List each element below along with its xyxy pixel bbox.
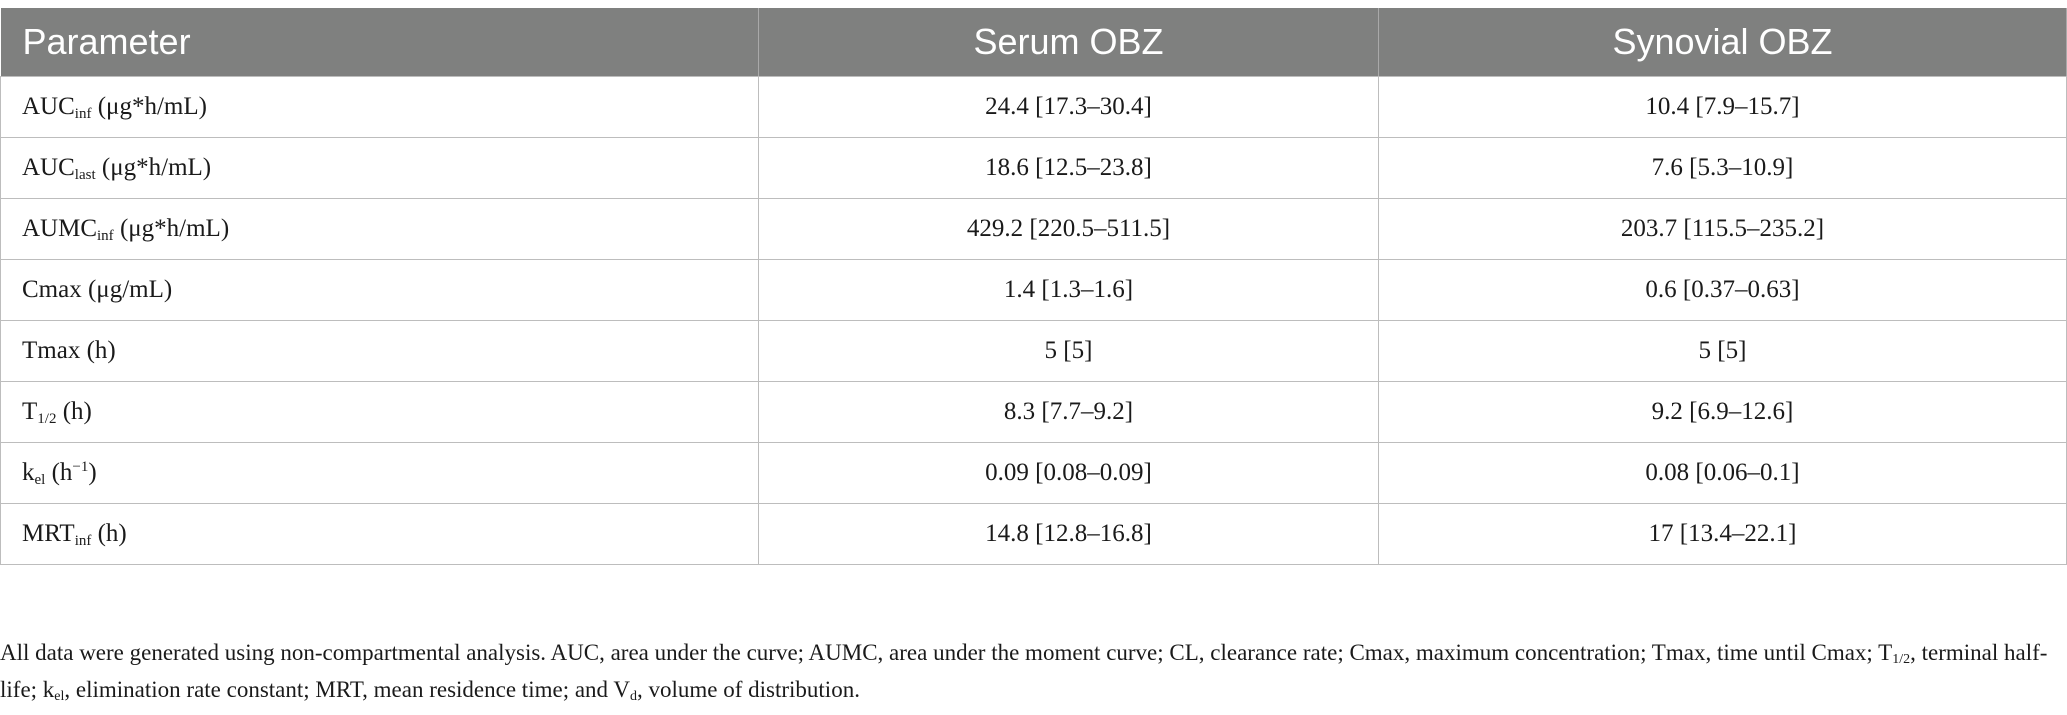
table-footnote: All data were generated using non-compar… <box>0 640 2048 704</box>
synovial-value-cell: 203.7 [115.5–235.2] <box>1378 198 2067 260</box>
table-header-row: Parameter Serum OBZ Synovial OBZ <box>0 8 2067 77</box>
synovial-value-cell: 10.4 [7.9–15.7] <box>1378 76 2067 138</box>
parameter-cell: T1/2 (h) <box>0 381 759 443</box>
serum-value-cell: 8.3 [7.7–9.2] <box>758 381 1379 443</box>
serum-value-cell: 24.4 [17.3–30.4] <box>758 76 1379 138</box>
parameter-cell: AUCinf (μg*h/mL) <box>0 76 759 138</box>
parameter-cell: MRTinf (h) <box>0 503 759 565</box>
serum-value-cell: 5 [5] <box>758 320 1379 382</box>
synovial-value-cell: 17 [13.4–22.1] <box>1378 503 2067 565</box>
serum-value-cell: 14.8 [12.8–16.8] <box>758 503 1379 565</box>
synovial-value-cell: 5 [5] <box>1378 320 2067 382</box>
table-row: T1/2 (h) 8.3 [7.7–9.2] 9.2 [6.9–12.6] <box>0 381 2067 443</box>
synovial-value-cell: 0.08 [0.06–0.1] <box>1378 442 2067 504</box>
serum-value-cell: 1.4 [1.3–1.6] <box>758 259 1379 321</box>
serum-value-cell: 0.09 [0.08–0.09] <box>758 442 1379 504</box>
header-serum-obz: Serum OBZ <box>758 8 1379 77</box>
table-row: AUMCinf (μg*h/mL) 429.2 [220.5–511.5] 203.… <box>0 198 2067 260</box>
table-row: kel (h−1) 0.09 [0.08–0.09] 0.08 [0.06–0.1] <box>0 442 2067 504</box>
table-row: MRTinf (h) 14.8 [12.8–16.8] 17 [13.4–22.1] <box>0 503 2067 565</box>
synovial-value-cell: 9.2 [6.9–12.6] <box>1378 381 2067 443</box>
pk-parameters-table: Parameter Serum OBZ Synovial OBZ AUCinf … <box>0 8 2067 565</box>
serum-value-cell: 18.6 [12.5–23.8] <box>758 137 1379 199</box>
parameter-cell: AUClast (μg*h/mL) <box>0 137 759 199</box>
synovial-value-cell: 7.6 [5.3–10.9] <box>1378 137 2067 199</box>
parameter-cell: kel (h−1) <box>0 442 759 504</box>
table-row: AUCinf (μg*h/mL) 24.4 [17.3–30.4] 10.4 [7.… <box>0 76 2067 138</box>
parameter-cell: Tmax (h) <box>0 320 759 382</box>
header-synovial-obz: Synovial OBZ <box>1378 8 2067 77</box>
table-row: AUClast (μg*h/mL) 18.6 [12.5–23.8] 7.6 [5.… <box>0 137 2067 199</box>
parameter-cell: Cmax (μg/mL) <box>0 259 759 321</box>
table-row: Cmax (μg/mL) 1.4 [1.3–1.6] 0.6 [0.37–0.63] <box>0 259 2067 321</box>
serum-value-cell: 429.2 [220.5–511.5] <box>758 198 1379 260</box>
header-parameter: Parameter <box>0 8 759 77</box>
parameter-cell: AUMCinf (μg*h/mL) <box>0 198 759 260</box>
synovial-value-cell: 0.6 [0.37–0.63] <box>1378 259 2067 321</box>
table-row: Tmax (h) 5 [5] 5 [5] <box>0 320 2067 382</box>
